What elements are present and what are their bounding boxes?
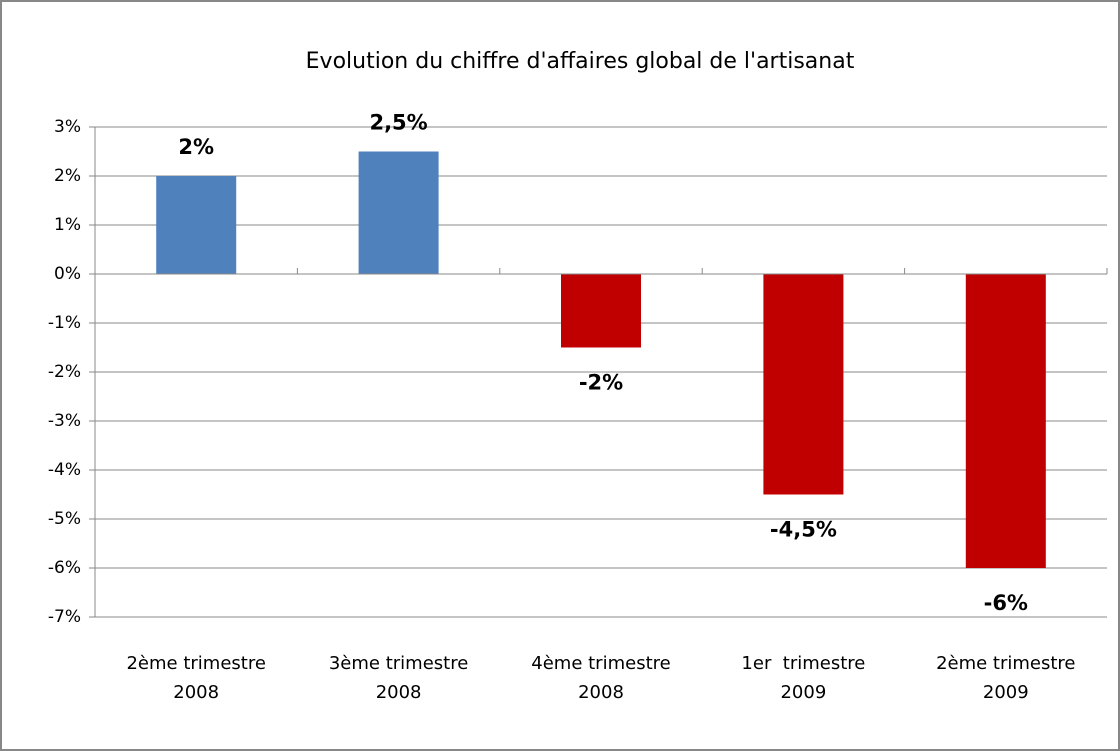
y-tick-label: -5% xyxy=(48,509,81,529)
bar xyxy=(358,151,439,274)
x-tick-label: 2008 xyxy=(376,682,422,703)
value-label: -4,5% xyxy=(770,518,837,542)
x-tick-label: 2ème trimestre xyxy=(936,653,1075,674)
x-tick-label: 3ème trimestre xyxy=(329,653,468,674)
x-tick-label: 1er trimestre xyxy=(741,653,865,674)
x-tick-label: 2008 xyxy=(578,682,624,703)
x-tick-label: 2009 xyxy=(780,682,826,703)
value-label: -6% xyxy=(984,591,1028,615)
bar xyxy=(561,274,641,348)
y-tick-label: -6% xyxy=(48,558,81,578)
bar xyxy=(763,274,844,495)
y-tick-label: -1% xyxy=(48,313,81,333)
y-tick-label: 0% xyxy=(54,264,81,284)
bar xyxy=(156,176,237,274)
y-tick-label: -7% xyxy=(48,607,81,627)
x-tick-label: 2ème trimestre xyxy=(126,653,265,674)
value-label: 2,5% xyxy=(369,111,427,135)
y-tick-label: 2% xyxy=(54,166,81,186)
x-tick-label: 2009 xyxy=(983,682,1029,703)
value-label: 2% xyxy=(178,135,214,159)
y-tick-label: 3% xyxy=(54,117,81,137)
y-tick-label: -3% xyxy=(48,411,81,431)
y-tick-label: -4% xyxy=(48,460,81,480)
value-label: -2% xyxy=(579,371,623,395)
x-tick-label: 2008 xyxy=(173,682,219,703)
chart-title: Evolution du chiffre d'affaires global d… xyxy=(306,49,855,74)
y-tick-label: -2% xyxy=(48,362,81,382)
x-tick-label: 4ème trimestre xyxy=(531,653,670,674)
bar xyxy=(965,274,1046,568)
y-tick-label: 1% xyxy=(54,215,81,235)
